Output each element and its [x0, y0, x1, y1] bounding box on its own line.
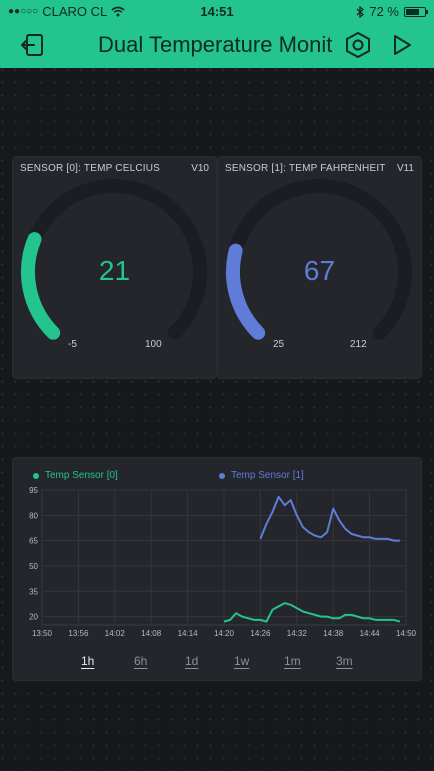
legend-label: Temp Sensor [1]: [231, 470, 304, 481]
battery-icon: [404, 6, 428, 17]
y-tick-label: 95: [29, 486, 38, 495]
y-tick-label: 20: [29, 613, 38, 622]
history-chart-widget[interactable]: Temp Sensor [0] Temp Sensor [1] 13:50 13:…: [13, 458, 421, 680]
legend-item-sensor-1[interactable]: Temp Sensor [1]: [219, 470, 304, 481]
range-tab-6h[interactable]: 6h: [134, 654, 148, 668]
gauge-min: 25: [273, 339, 285, 350]
gauge-max: 212: [350, 339, 367, 350]
carrier-group: ●●○○○ CLARO CL: [8, 4, 125, 19]
range-tab-3m[interactable]: 3m: [336, 654, 353, 668]
time-range-selector: 1h 6h 1d 1w 1m 3m: [13, 654, 421, 672]
legend-dot: [219, 472, 225, 479]
legend-label: Temp Sensor [0]: [45, 470, 118, 481]
legend-item-sensor-0[interactable]: Temp Sensor [0]: [33, 470, 118, 481]
x-tick-label: 14:50: [396, 629, 417, 638]
x-tick-label: 14:20: [214, 629, 235, 638]
x-tick-label: 14:38: [323, 629, 344, 638]
line-chart: 13:50 13:56 14:02 14:08 14:14 14:20 14:26 14:32…: [29, 486, 417, 638]
project-title: Dual Temperature Monit: [98, 32, 333, 57]
wifi-icon: [111, 6, 125, 17]
clock: 14:51: [200, 4, 234, 19]
x-tick-label: 14:08: [141, 629, 162, 638]
series-line-sensor-1: [259, 495, 400, 542]
battery-fill: [406, 8, 419, 15]
signal-strength-icon: ●●○○○: [8, 6, 39, 17]
range-tab-1m[interactable]: 1m: [284, 654, 301, 668]
play-button[interactable]: [388, 31, 416, 59]
gauge-dial: [226, 179, 412, 340]
y-tick-label: 80: [29, 511, 38, 520]
gauge-pin: V11: [396, 163, 414, 174]
status-bar: ●●○○○ CLARO CL 14:51 72 %: [0, 0, 434, 22]
x-tick-label: 13:56: [68, 629, 89, 638]
gauge-value: 67: [303, 255, 336, 286]
hexagon-settings-icon: [346, 31, 370, 59]
range-tab-1d[interactable]: 1d: [185, 654, 199, 668]
settings-button[interactable]: [344, 31, 372, 59]
gauge-value: 21: [98, 255, 131, 286]
gauge-widget-celsius[interactable]: SENSOR [0]: TEMP CELCIUS V10 21 -5 100: [13, 157, 216, 378]
play-icon: [394, 35, 411, 55]
range-tab-1w[interactable]: 1w: [234, 654, 250, 668]
gauge-fill: [21, 232, 61, 340]
bluetooth-icon: [356, 5, 365, 18]
x-tick-label: 13:50: [32, 629, 53, 638]
series-line-sensor-0: [223, 602, 401, 623]
gauge-max: 100: [145, 339, 162, 350]
battery-percent: 72 %: [369, 4, 399, 19]
x-tick-label: 14:44: [360, 629, 381, 638]
x-tick-label: 14:32: [287, 629, 308, 638]
legend-dot: [33, 472, 39, 479]
status-right: 72 %: [356, 4, 428, 19]
x-tick-label: 14:14: [178, 629, 199, 638]
gauge-widget-fahrenheit[interactable]: SENSOR [1]: TEMP FAHRENHEIT V11 67 25 21…: [218, 157, 421, 378]
gauge-title: SENSOR [1]: TEMP FAHRENHEIT: [225, 163, 386, 174]
gauge-fill: [226, 243, 266, 340]
exit-icon: [21, 34, 43, 56]
y-tick-label: 65: [29, 537, 38, 546]
y-tick-label: 50: [29, 562, 38, 571]
app-header: Dual Temperature Monit: [0, 22, 434, 68]
x-tick-label: 14:02: [105, 629, 126, 638]
gauge-title: SENSOR [0]: TEMP CELCIUS: [20, 163, 161, 174]
range-tab-1h[interactable]: 1h: [81, 654, 95, 668]
y-tick-label: 35: [29, 587, 38, 596]
x-tick-label: 14:26: [250, 629, 271, 638]
gauge-min: -5: [68, 339, 77, 350]
gauge-dial: [21, 179, 207, 340]
exit-button[interactable]: [18, 31, 46, 59]
carrier-name: CLARO CL: [42, 4, 108, 19]
gauge-pin: V10: [191, 163, 209, 174]
